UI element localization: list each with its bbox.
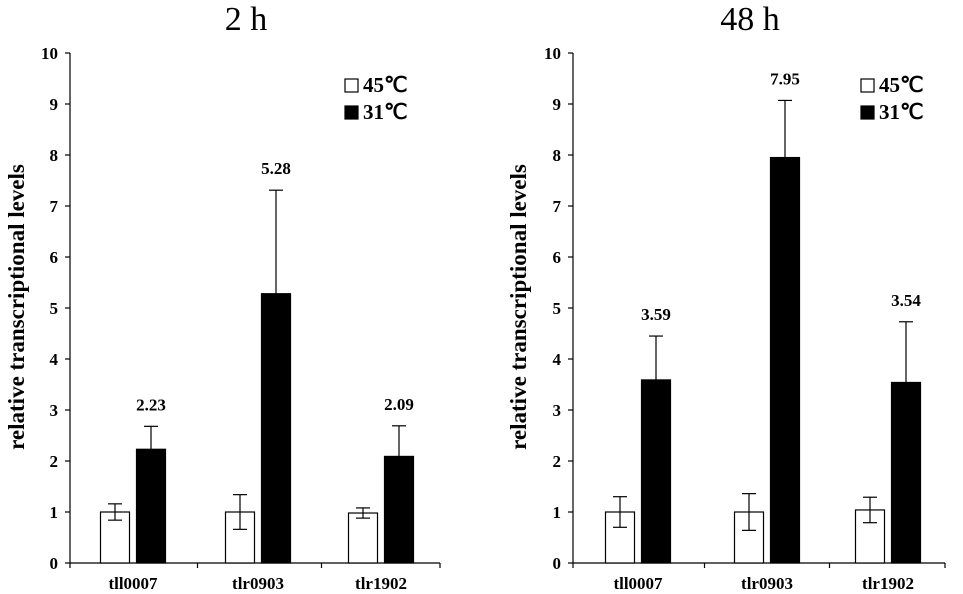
bar — [135, 448, 167, 564]
legend-label: 31℃ — [363, 100, 408, 124]
y-tick-label: 7 — [50, 197, 59, 216]
legend-swatch — [860, 78, 875, 93]
x-tick-label: tll0007 — [108, 574, 158, 593]
y-tick-label: 6 — [553, 248, 562, 267]
data-label: 5.28 — [261, 159, 291, 178]
y-tick-label: 7 — [553, 197, 562, 216]
chart-title: 48 h — [720, 1, 780, 38]
bar — [260, 293, 292, 564]
y-tick-label: 9 — [553, 95, 562, 114]
data-label: 3.59 — [641, 305, 671, 324]
x-tick-label: tlr1902 — [355, 574, 407, 593]
y-tick-label: 4 — [50, 350, 59, 369]
y-tick-label: 1 — [50, 503, 59, 522]
y-tick-label: 6 — [50, 248, 59, 267]
bar — [383, 455, 415, 564]
y-tick-label: 0 — [553, 554, 562, 573]
bar — [640, 379, 672, 564]
legend-swatch — [344, 105, 359, 120]
x-tick-label: tlr1902 — [862, 574, 914, 593]
y-tick-label: 1 — [553, 503, 562, 522]
y-tick-label: 2 — [50, 452, 59, 471]
y-tick-label: 5 — [553, 299, 562, 318]
y-tick-label: 5 — [50, 299, 59, 318]
data-label: 2.23 — [136, 395, 166, 414]
legend-swatch — [860, 105, 875, 120]
legend-label: 45℃ — [363, 73, 408, 97]
y-tick-label: 2 — [553, 452, 562, 471]
y-axis-label: relative transcriptional levels — [4, 164, 29, 450]
y-axis-label: relative transcriptional levels — [506, 164, 531, 450]
legend-label: 31℃ — [879, 100, 924, 124]
x-tick-label: tlr0903 — [741, 574, 793, 593]
y-tick-label: 4 — [553, 350, 562, 369]
x-tick-label: tlr0903 — [232, 574, 284, 593]
chart-panel-48h: 48 h relative transcriptional levels 0 1 2… — [506, 1, 946, 593]
bar — [769, 156, 801, 564]
y-tick-label: 10 — [544, 44, 561, 63]
data-label: 2.09 — [384, 395, 414, 414]
legend-label: 45℃ — [879, 73, 924, 97]
y-tick-label: 9 — [50, 95, 59, 114]
bar — [890, 381, 922, 564]
data-label: 3.54 — [891, 291, 921, 310]
legend-swatch — [344, 78, 359, 93]
x-tick-label: tll0007 — [613, 574, 663, 593]
data-label: 7.95 — [770, 69, 800, 88]
y-tick-label: 3 — [50, 401, 59, 420]
y-tick-label: 8 — [553, 146, 562, 165]
y-tick-label: 8 — [50, 146, 59, 165]
bar — [347, 512, 379, 564]
y-tick-label: 0 — [50, 554, 59, 573]
chart-panel-2h: 2 h relative transcriptional levels 0 1 2 3… — [4, 1, 441, 593]
y-tick-label: 3 — [553, 401, 562, 420]
chart-title: 2 h — [225, 1, 268, 38]
y-tick-label: 10 — [41, 44, 58, 63]
